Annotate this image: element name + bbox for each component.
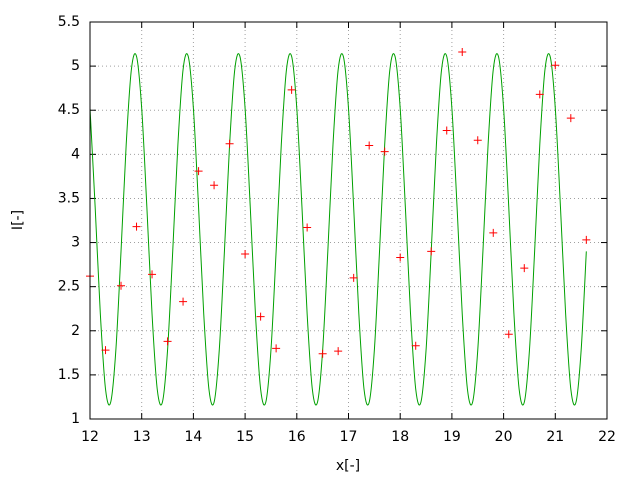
y-tick-label: 5.5 [58,14,80,30]
x-tick-label: 21 [546,429,564,445]
line [89,53,587,406]
point [272,344,281,353]
point [241,250,250,259]
point [132,222,141,231]
x-tick-label: 12 [81,429,99,445]
point [194,167,203,176]
y-tick-label: 1 [71,411,80,427]
point [256,312,265,321]
point [473,136,482,145]
plot-border [89,21,608,420]
point [535,90,544,99]
point [489,228,498,237]
point [411,341,420,350]
x-tick-label: 22 [598,429,616,445]
point [551,61,560,70]
x-tick-label: 16 [288,429,306,445]
y-tick-label: 5 [71,58,80,74]
x-axis-label: x[-] [336,458,360,474]
y-tick-label: 2.5 [58,279,80,295]
y-tick-label: 4 [71,146,80,162]
point [349,273,358,282]
y-tick-label: 3.5 [58,190,80,206]
x-tick-label: 18 [391,429,409,445]
x-tick-label: 17 [340,429,358,445]
x-tick-label: 14 [184,429,202,445]
x-tick-label: 20 [495,429,513,445]
x-tick-label: 19 [443,429,461,445]
point [582,235,591,244]
point [566,114,575,123]
y-tick-label: 2 [71,323,80,339]
point [334,347,343,356]
point [458,47,467,56]
point [303,223,312,232]
y-tick-label: 3 [71,235,80,251]
point [225,139,234,148]
point [504,330,513,339]
point [396,253,405,262]
point [179,297,188,306]
point [148,270,157,279]
point [427,247,436,256]
x-tick-label: 13 [133,429,151,445]
point [163,337,172,346]
point [442,126,451,135]
point [365,141,374,150]
y-axis-label: I[-] [10,210,26,230]
point [520,264,529,273]
y-tick-label: 1.5 [58,367,80,383]
point [287,85,296,94]
point [117,281,126,290]
point [210,181,219,190]
point [318,349,327,358]
x-tick-label: 15 [236,429,254,445]
point [101,346,110,355]
y-tick-label: 4.5 [58,102,80,118]
point [380,147,389,156]
